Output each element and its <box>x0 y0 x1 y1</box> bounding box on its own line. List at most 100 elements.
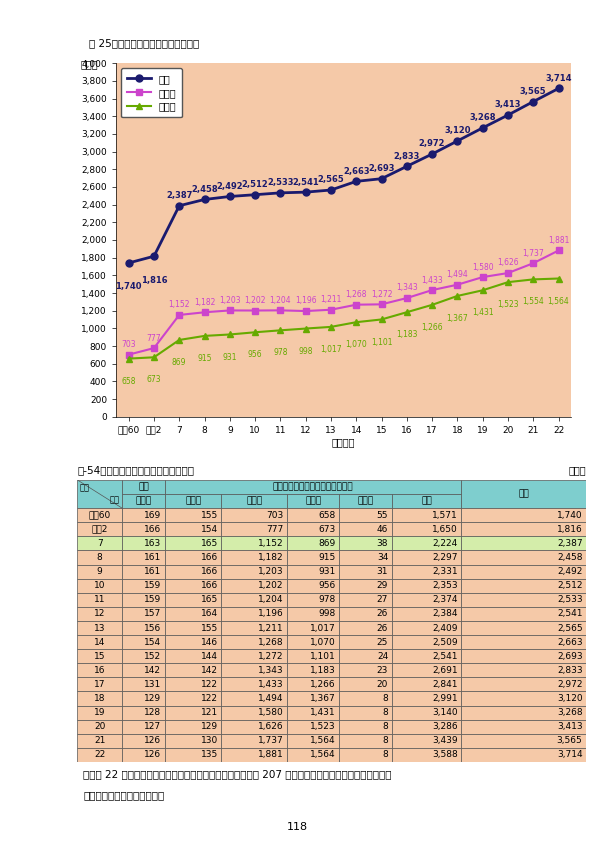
Bar <box>287 578 339 593</box>
Text: 13: 13 <box>94 624 105 632</box>
Text: 2,833: 2,833 <box>557 666 583 674</box>
Bar <box>392 677 462 691</box>
Text: 129: 129 <box>201 722 218 731</box>
Bar <box>392 578 462 593</box>
Text: 22: 22 <box>94 750 105 759</box>
Bar <box>392 564 462 578</box>
Text: 2,512: 2,512 <box>557 581 583 590</box>
Text: 3,413: 3,413 <box>557 722 583 731</box>
Text: 29: 29 <box>377 581 388 590</box>
Bar <box>221 593 287 607</box>
Text: 1,881: 1,881 <box>548 236 569 245</box>
Text: 673: 673 <box>146 376 161 384</box>
Bar <box>221 494 287 508</box>
Text: 155: 155 <box>201 511 218 520</box>
Text: 1,571: 1,571 <box>432 511 458 520</box>
Bar <box>339 494 392 508</box>
Bar <box>221 522 287 536</box>
Text: 869: 869 <box>172 358 186 367</box>
Bar <box>462 635 586 649</box>
Bar <box>122 734 165 748</box>
Text: 平成 22 年度においては，入国審査官，入国警備官併せて 207 人が増員措置されており，その概要は: 平成 22 年度においては，入国審査官，入国警備官併せて 207 人が増員措置さ… <box>83 769 392 779</box>
Text: 3,714: 3,714 <box>557 750 583 759</box>
Text: 161: 161 <box>144 553 161 562</box>
Text: その他: その他 <box>358 497 374 505</box>
Bar <box>392 508 462 522</box>
Text: 1,433: 1,433 <box>421 275 443 285</box>
Bar <box>287 536 339 551</box>
Bar <box>339 522 392 536</box>
Text: 998: 998 <box>318 610 336 618</box>
Text: 126: 126 <box>144 750 161 759</box>
Text: 3,268: 3,268 <box>557 708 583 717</box>
Bar <box>165 663 221 677</box>
Bar <box>122 578 165 593</box>
Text: 121: 121 <box>201 708 218 717</box>
Text: 156: 156 <box>144 624 161 632</box>
Bar <box>287 663 339 677</box>
Text: 38: 38 <box>377 539 388 548</box>
Bar <box>221 508 287 522</box>
Text: 1,343: 1,343 <box>258 666 283 674</box>
Bar <box>221 706 287 720</box>
Text: 2,533: 2,533 <box>557 595 583 605</box>
Bar <box>122 607 165 621</box>
Bar <box>339 734 392 748</box>
Text: 166: 166 <box>201 553 218 562</box>
Text: 2,663: 2,663 <box>343 167 369 176</box>
Text: 931: 931 <box>318 568 336 576</box>
Bar <box>122 649 165 663</box>
Text: 931: 931 <box>223 353 237 361</box>
Bar <box>287 593 339 607</box>
Bar <box>462 691 586 706</box>
Bar <box>462 578 586 593</box>
Bar <box>122 508 165 522</box>
Text: 1,564: 1,564 <box>547 296 569 306</box>
Text: 3,286: 3,286 <box>432 722 458 731</box>
Text: 165: 165 <box>201 595 218 605</box>
Text: 1,266: 1,266 <box>310 680 336 689</box>
Bar <box>392 748 462 762</box>
Text: 165: 165 <box>201 539 218 548</box>
Text: 小計: 小計 <box>421 497 432 505</box>
Bar <box>462 522 586 536</box>
Text: 1,272: 1,272 <box>258 652 283 661</box>
Text: 777: 777 <box>146 333 161 343</box>
Text: 1,564: 1,564 <box>310 737 336 745</box>
Bar <box>287 720 339 734</box>
Bar <box>77 536 122 551</box>
Bar <box>339 635 392 649</box>
Bar <box>165 480 462 494</box>
Text: 9: 9 <box>97 568 102 576</box>
Text: 2,565: 2,565 <box>557 624 583 632</box>
Text: 1,203: 1,203 <box>219 296 240 305</box>
Text: 1,152: 1,152 <box>258 539 283 548</box>
Text: 1,070: 1,070 <box>310 637 336 647</box>
Bar <box>462 508 586 522</box>
Bar <box>77 607 122 621</box>
Text: 2,374: 2,374 <box>433 595 458 605</box>
Bar <box>462 748 586 762</box>
Text: 154: 154 <box>201 525 218 534</box>
Bar <box>287 677 339 691</box>
Text: 8: 8 <box>383 708 388 717</box>
Text: 169: 169 <box>144 511 161 520</box>
Bar <box>339 536 392 551</box>
Text: 19: 19 <box>94 708 105 717</box>
Text: 3,120: 3,120 <box>444 126 471 136</box>
Text: 1,737: 1,737 <box>522 248 544 258</box>
Text: 1,494: 1,494 <box>446 270 468 280</box>
Text: 警備官: 警備官 <box>305 497 321 505</box>
Bar <box>221 663 287 677</box>
Bar <box>339 649 392 663</box>
Text: 3,413: 3,413 <box>494 100 521 109</box>
Bar <box>122 663 165 677</box>
Bar <box>392 494 462 508</box>
Bar <box>165 734 221 748</box>
Text: 1,152: 1,152 <box>168 301 190 309</box>
Bar <box>122 748 165 762</box>
Bar <box>339 578 392 593</box>
Text: 131: 131 <box>144 680 161 689</box>
Text: 1,580: 1,580 <box>472 263 493 272</box>
Bar <box>339 551 392 565</box>
